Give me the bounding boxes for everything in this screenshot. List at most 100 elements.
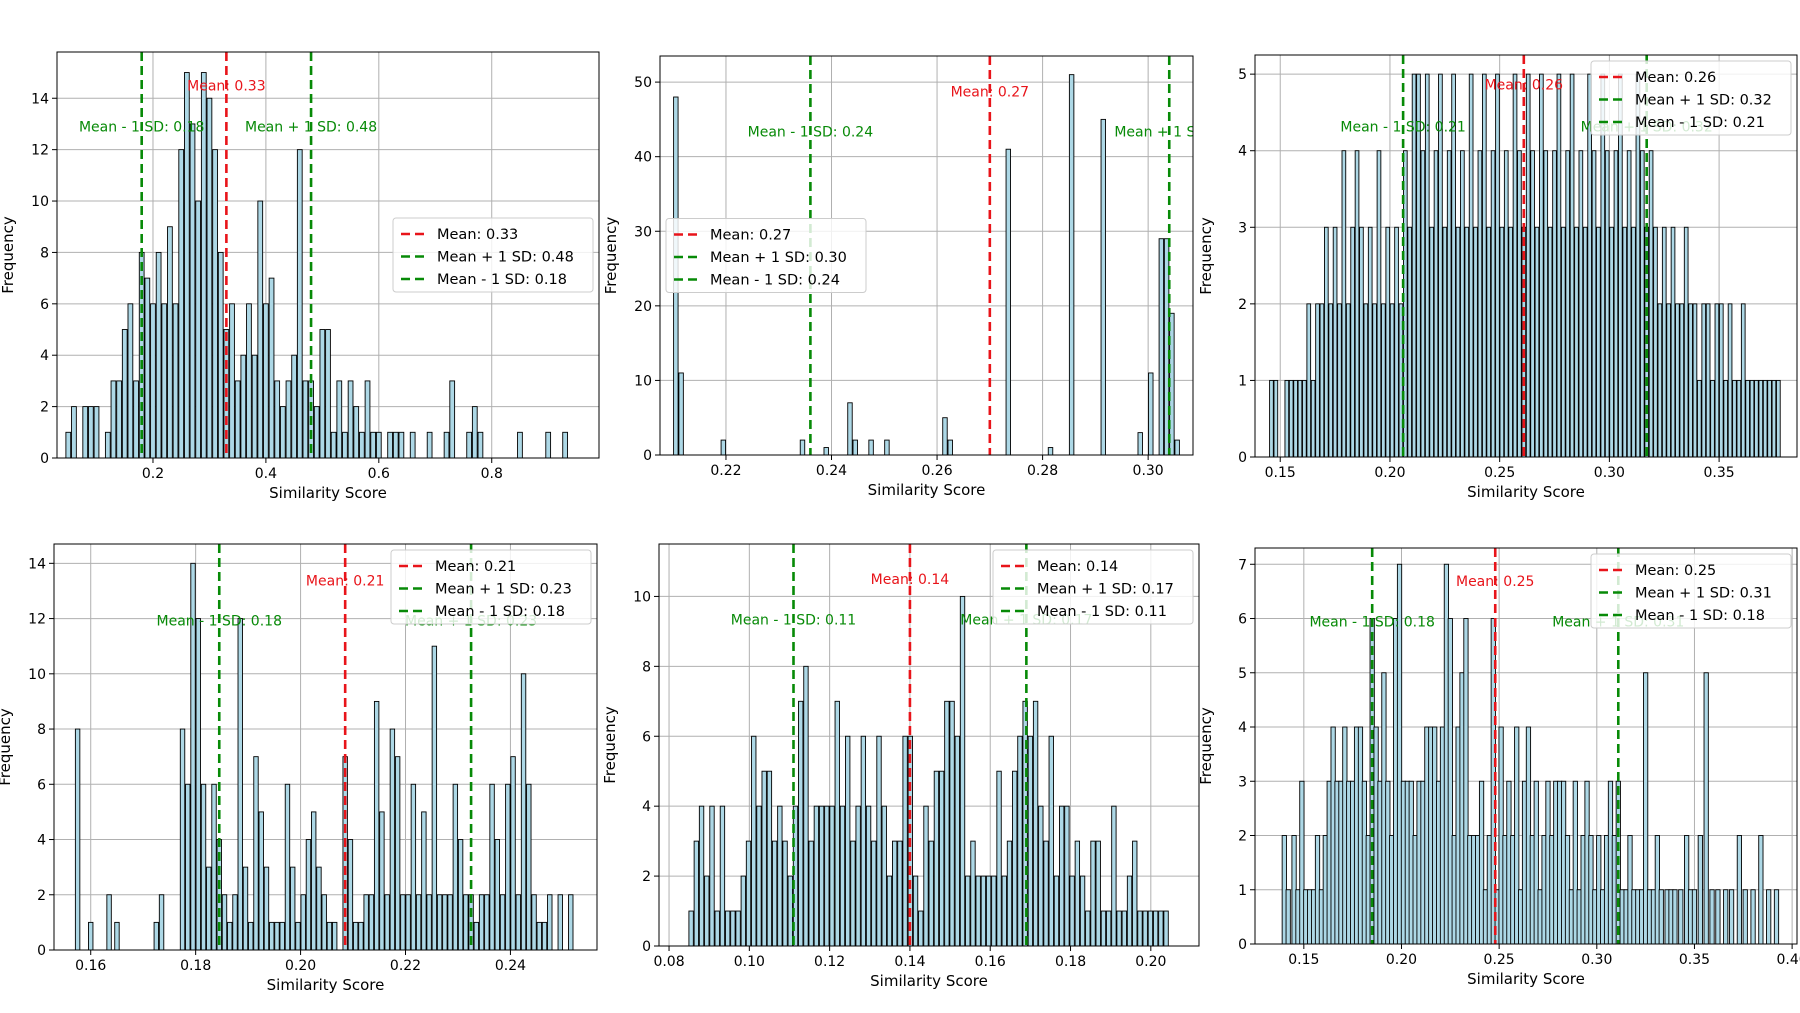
histogram-bar	[1745, 379, 1750, 457]
histogram-bar	[155, 251, 162, 458]
histogram-bar	[1068, 74, 1075, 455]
histogram-bar	[1508, 226, 1513, 457]
histogram-bar	[823, 447, 829, 455]
histogram-bar	[1705, 303, 1711, 457]
histogram-bar	[1697, 379, 1702, 457]
legend-entry: Mean - 1 SD: 0.24	[710, 273, 840, 289]
x-axis-label: Similarity Score	[267, 976, 385, 994]
histogram-bar	[1718, 303, 1724, 457]
histogram-bar	[237, 618, 243, 950]
x-tick-label: 0.22	[710, 463, 741, 479]
histogram-bar	[443, 431, 450, 458]
x-tick-label: 0.8	[481, 466, 503, 482]
legend-entry: Mean - 1 SD: 0.18	[437, 272, 567, 288]
histogram-bar	[1534, 226, 1540, 457]
histogram-bar	[1653, 226, 1658, 457]
histogram-bar	[1672, 889, 1678, 944]
histogram-bar	[1691, 889, 1698, 944]
histogram-bar	[284, 783, 291, 950]
histogram-bar	[1736, 379, 1742, 457]
histogram-bar	[1701, 303, 1707, 457]
histogram-bar	[452, 783, 459, 950]
y-tick-label: 1	[1238, 373, 1247, 389]
histogram-bar	[1389, 303, 1395, 457]
histogram-bar	[834, 700, 840, 946]
histogram-bar	[1315, 303, 1320, 457]
histogram-bar	[379, 811, 385, 950]
lower-sd-annotation: Mean - 1 SD: 0.24	[748, 125, 874, 141]
mean-annotation: Mean: 0.26	[1485, 77, 1564, 93]
x-tick-label: 0.22	[390, 958, 421, 974]
histogram-bar	[745, 840, 752, 946]
histogram-bar	[1433, 150, 1439, 457]
histogram-bar	[545, 431, 552, 458]
histogram-bar	[1740, 303, 1746, 457]
legend-entry: Mean: 0.26	[1635, 70, 1716, 86]
histogram-bar	[195, 200, 201, 458]
y-tick-label: 0	[1238, 450, 1247, 466]
histogram-bar	[1372, 303, 1377, 457]
x-tick-label: 0.15	[1265, 465, 1296, 481]
histogram-bar	[1017, 735, 1023, 946]
histogram-bar	[766, 770, 773, 946]
histogram-bar	[263, 866, 270, 950]
y-tick-label: 14	[28, 556, 46, 572]
x-tick-label: 0.25	[1484, 465, 1515, 481]
histogram-bar	[1517, 150, 1522, 457]
histogram-bar	[1460, 150, 1465, 457]
histogram-bar	[268, 277, 275, 458]
histogram-bar	[1027, 735, 1034, 946]
histogram-bar	[1064, 805, 1070, 946]
y-tick-label: 12	[28, 612, 46, 628]
histogram-bar	[1723, 889, 1729, 944]
legend-entry: Mean: 0.33	[437, 227, 518, 243]
histogram-bar	[436, 894, 443, 950]
histogram-bar	[568, 894, 574, 950]
histogram-bar	[536, 921, 542, 950]
histogram-bar	[1447, 618, 1453, 944]
mean-annotation: Mean: 0.27	[951, 84, 1029, 100]
histogram-bar	[150, 303, 156, 458]
histogram-bar	[421, 811, 427, 950]
histogram-bar	[1385, 226, 1391, 457]
histogram-bar	[426, 894, 432, 950]
histogram-bar	[1742, 889, 1748, 944]
histogram-bar	[1723, 379, 1728, 457]
y-tick-label: 5	[1238, 666, 1247, 682]
histogram-bar	[473, 921, 480, 950]
histogram-bar	[477, 431, 484, 458]
histogram-bar	[923, 805, 929, 946]
histogram-bar	[751, 735, 757, 946]
histogram-bar	[1771, 379, 1777, 457]
histogram-panel-5: Mean: 0.14 Mean - 1 SD: 0.11 Mean + 1 SD: …	[601, 543, 1200, 990]
y-tick-label: 14	[31, 91, 49, 107]
histogram-bar	[1310, 379, 1316, 457]
histogram-bar	[1552, 150, 1557, 457]
histogram-bar	[291, 354, 297, 458]
histogram-bar	[1560, 226, 1566, 457]
legend: Mean: 0.21 Mean + 1 SD: 0.23 Mean - 1 SD: …	[390, 549, 592, 625]
histogram-bar	[336, 380, 343, 458]
histogram-bar	[803, 665, 809, 946]
histogram-bar	[1767, 379, 1772, 457]
x-tick-label: 0.08	[653, 954, 684, 970]
histogram-bar	[161, 303, 168, 458]
mean-annotation: Mean: 0.25	[1456, 574, 1534, 590]
histogram-bar	[178, 149, 185, 458]
histogram-bar	[114, 921, 120, 950]
histogram-bar	[1481, 73, 1487, 457]
histogram-bar	[1381, 303, 1386, 457]
histogram-bar	[1269, 379, 1274, 457]
histogram-bar	[1100, 118, 1106, 455]
y-tick-label: 3	[1238, 774, 1247, 790]
histogram-bar	[1396, 563, 1403, 944]
legend-box	[390, 549, 592, 625]
histogram-bar	[1486, 226, 1492, 457]
histogram-bar	[1079, 875, 1086, 946]
histogram-bar	[1565, 150, 1571, 457]
histogram-bar	[808, 840, 814, 946]
y-tick-label: 0	[642, 939, 651, 955]
histogram-bar	[392, 431, 399, 458]
histogram-bar	[1337, 303, 1342, 457]
histogram-bar	[466, 431, 472, 458]
